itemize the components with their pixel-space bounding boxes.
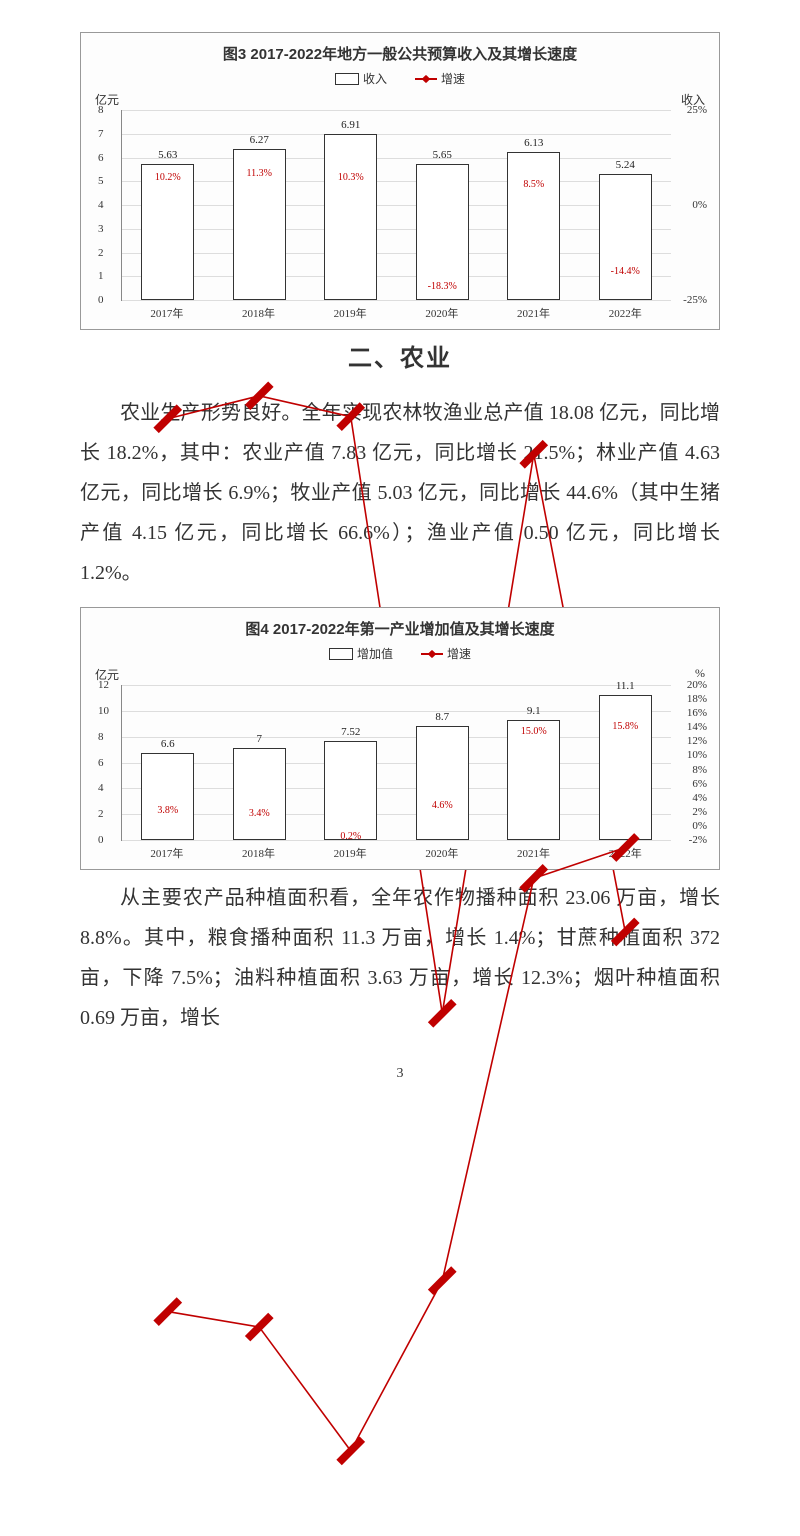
legend-line-label: 增速 [441,70,465,87]
y-right-tick: 20% [687,679,707,691]
y-right-tick: 4% [692,792,707,804]
legend-line-icon [421,653,443,655]
y-left-tick: 1 [98,270,104,282]
chart-2-title: 图4 2017-2022年第一产业增加值及其增长速度 [95,618,705,639]
bar-value-label: 11.1 [616,680,635,692]
legend-line-icon [415,78,437,80]
y-right-tick: 18% [687,693,707,705]
y-left-tick: 4 [98,782,104,794]
legend-bar-label: 收入 [363,70,387,87]
x-category: 2021年 [488,845,580,861]
chart-1-axis-units: 亿元 收入 [95,91,705,108]
bar-value-label: 6.6 [161,738,175,750]
x-category: 2017年 [121,845,213,861]
chart-2-plot: 024681012-2%0%2%4%6%8%10%12%14%16%18%20%… [95,685,705,841]
page-number: 3 [80,1066,720,1082]
bar: 6.13 [507,152,560,300]
y-left-tick: 0 [98,834,104,846]
legend-bar-icon [329,648,353,660]
chart-2-axis-units: 亿元 % [95,666,705,683]
chart-1-legend: 收入 增速 [95,70,705,87]
bar: 5.24 [599,174,652,300]
bar-value-label: 5.65 [433,149,452,161]
y-right-tick: 6% [692,778,707,790]
y-right-tick: 10% [687,749,707,761]
bar-value-label: 6.91 [341,119,360,131]
x-category: 2022年 [579,305,671,321]
bar-value-label: 8.7 [435,711,449,723]
bar: 8.7 [416,726,469,840]
chart-1-plot: 012345678-25%0%25%5.636.276.915.656.135.… [95,110,705,301]
x-category: 2018年 [213,845,305,861]
bar: 7 [233,748,286,840]
y-right-tick: 0% [692,199,707,211]
bar: 6.27 [233,149,286,300]
bar: 7.52 [324,741,377,840]
y-right-tick: -25% [683,294,707,306]
chart-2-xaxis: 2017年2018年2019年2020年2021年2022年 [121,845,671,861]
bar: 11.1 [599,695,652,840]
bar: 6.6 [141,753,194,840]
y-left-tick: 5 [98,175,104,187]
y-right-tick: -2% [689,834,707,846]
bar-value-label: 6.27 [250,134,269,146]
legend-bar: 增加值 [329,645,393,662]
legend-line-label: 增速 [447,645,471,662]
y-right-tick: 25% [687,104,707,116]
legend-bar: 收入 [335,70,387,87]
x-category: 2017年 [121,305,213,321]
paragraph-1: 农业生产形势良好。全年实现农林牧渔业总产值 18.08 亿元，同比增长 18.2… [80,393,720,593]
legend-bar-icon [335,73,359,85]
y-left-tick: 6 [98,757,104,769]
y-left-tick: 8 [98,731,104,743]
bar: 9.1 [507,720,560,840]
section-heading: 二、农业 [80,338,720,373]
y-left-tick: 6 [98,152,104,164]
x-category: 2020年 [396,845,488,861]
y-left-tick: 10 [98,705,109,717]
x-category: 2021年 [488,305,580,321]
y-right-tick: 12% [687,735,707,747]
y-right-tick: 8% [692,764,707,776]
y-left-tick: 0 [98,294,104,306]
paragraph-2: 从主要农产品种植面积看，全年农作物播种面积 23.06 万亩，增长 8.8%。其… [80,878,720,1038]
y-left-tick: 8 [98,104,104,116]
chart-2: 图4 2017-2022年第一产业增加值及其增长速度 增加值 增速 亿元 % 0… [80,607,720,870]
bar-value-label: 5.63 [158,149,177,161]
chart-2-legend: 增加值 增速 [95,645,705,662]
bar-value-label: 7.52 [341,726,360,738]
x-category: 2018年 [213,305,305,321]
y-left-tick: 2 [98,247,104,259]
bar-value-label: 9.1 [527,705,541,717]
legend-bar-label: 增加值 [357,645,393,662]
x-category: 2019年 [304,845,396,861]
x-category: 2020年 [396,305,488,321]
y-left-tick: 4 [98,199,104,211]
x-category: 2019年 [304,305,396,321]
x-category: 2022年 [579,845,671,861]
chart-1-title: 图3 2017-2022年地方一般公共预算收入及其增长速度 [95,43,705,64]
bar-value-label: 6.13 [524,137,543,149]
y-right-tick: 14% [687,721,707,733]
y-left-tick: 3 [98,223,104,235]
bar: 6.91 [324,134,377,300]
bar-value-label: 5.24 [616,159,635,171]
legend-line: 增速 [421,645,471,662]
bar: 5.65 [416,164,469,300]
y-left-tick: 2 [98,808,104,820]
chart-1: 图3 2017-2022年地方一般公共预算收入及其增长速度 收入 增速 亿元 收… [80,32,720,330]
y-left-tick: 12 [98,679,109,691]
y-right-tick: 2% [692,806,707,818]
bar: 5.63 [141,164,194,300]
y-right-tick: 0% [692,820,707,832]
chart-1-xaxis: 2017年2018年2019年2020年2021年2022年 [121,305,671,321]
y-left-tick: 7 [98,128,104,140]
y-right-tick: 16% [687,707,707,719]
bar-value-label: 7 [256,733,262,745]
legend-line: 增速 [415,70,465,87]
